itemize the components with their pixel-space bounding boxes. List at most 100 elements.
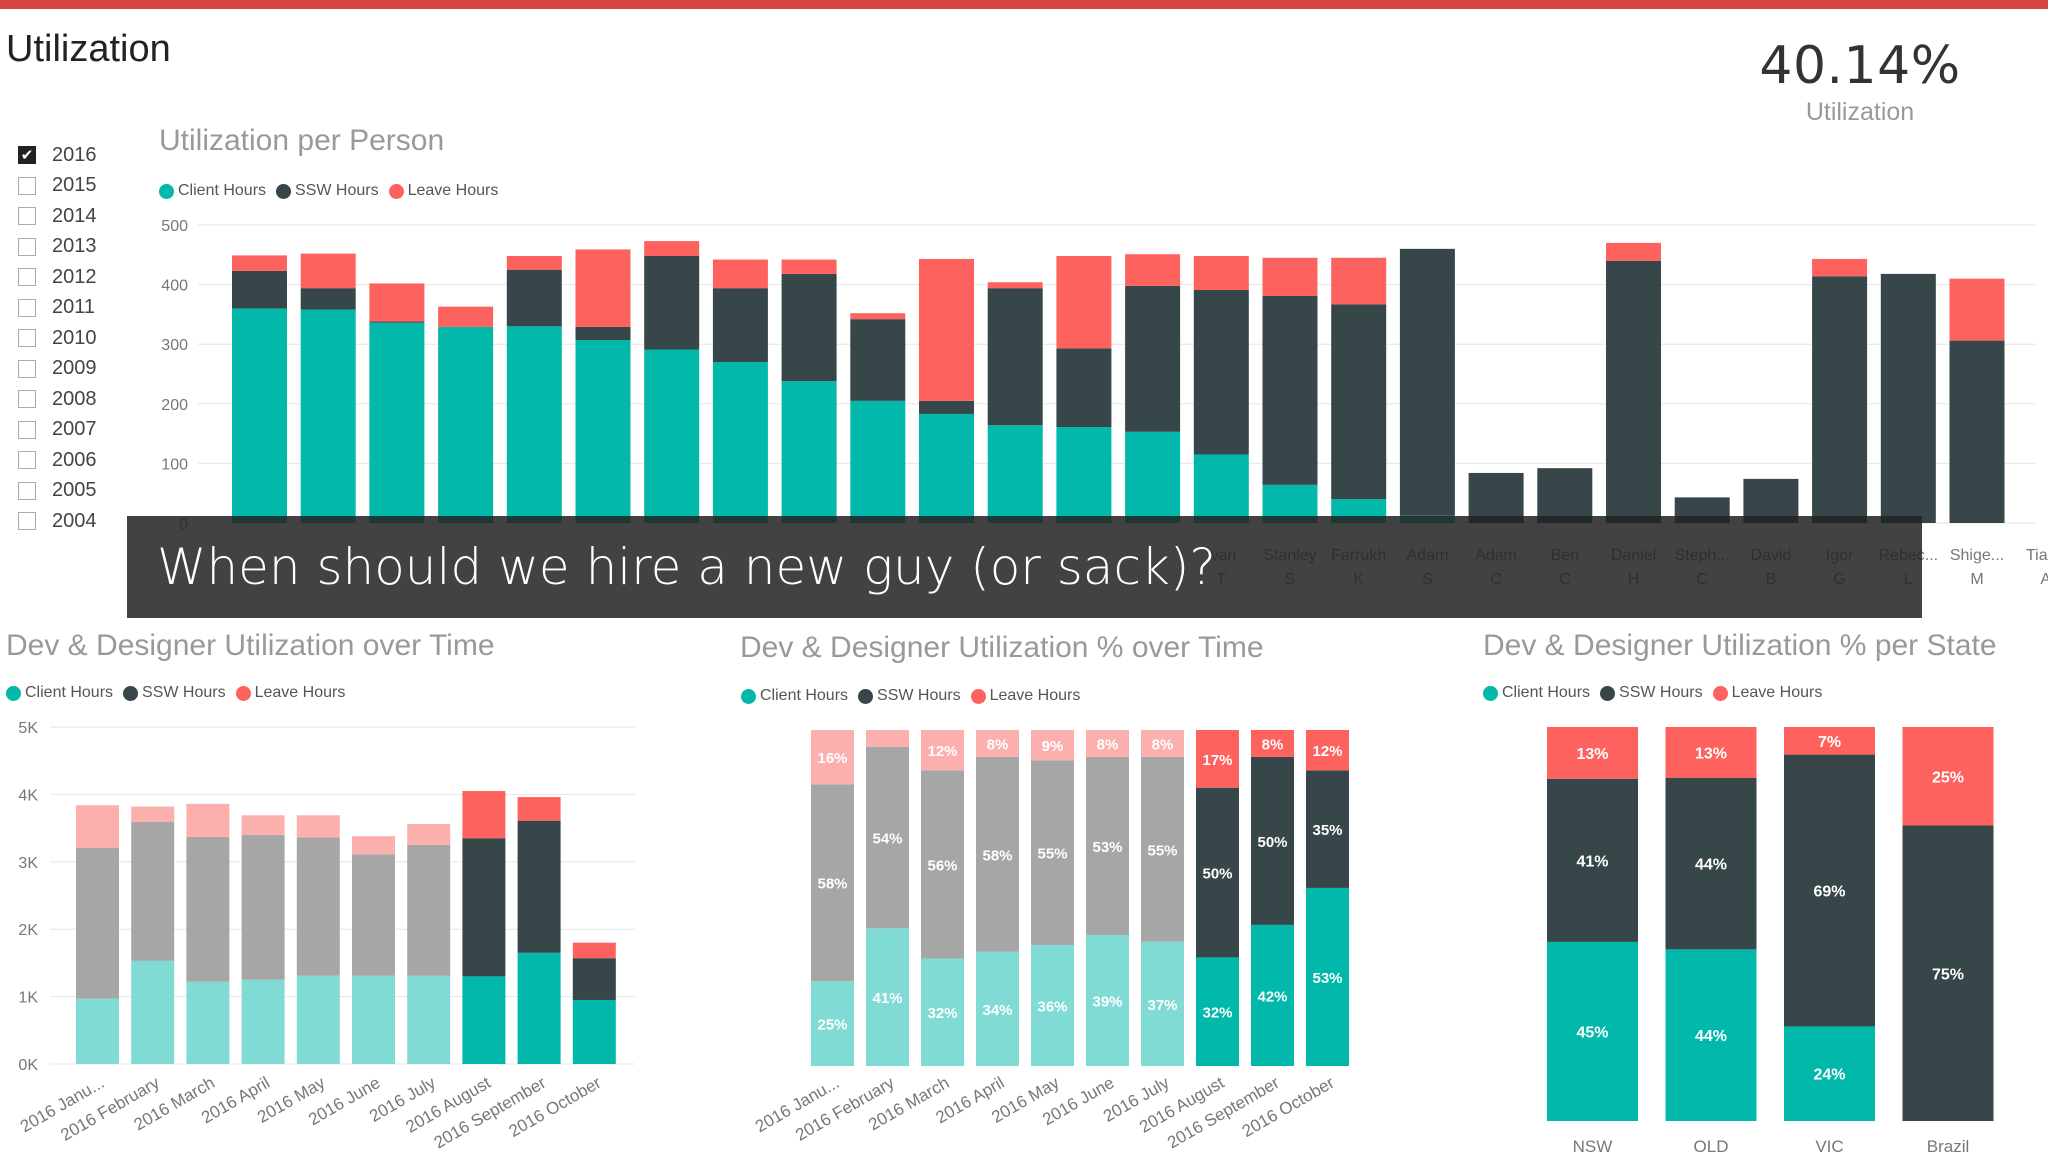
- bar-segment-leave[interactable]: [1902, 727, 1994, 826]
- bar-segment-ssw[interactable]: [572, 958, 616, 1000]
- legend-item-ssw[interactable]: SSW Hours: [123, 684, 226, 702]
- bar-segment-client[interactable]: [506, 326, 562, 523]
- bar-segment-ssw[interactable]: [186, 836, 230, 982]
- bar-segment-leave[interactable]: [300, 253, 356, 289]
- bar-segment-client[interactable]: [1031, 945, 1074, 1066]
- bar-segment-ssw[interactable]: [1251, 756, 1294, 925]
- bar-segment-leave[interactable]: [575, 249, 631, 327]
- legend-item-client[interactable]: Client Hours: [159, 182, 266, 200]
- bar-segment-ssw[interactable]: [781, 273, 837, 382]
- bar-segment-client[interactable]: [438, 326, 494, 523]
- bar-segment-leave[interactable]: [369, 283, 425, 322]
- bar-segment-client[interactable]: [1193, 454, 1249, 523]
- bar-segment-client[interactable]: [575, 340, 631, 523]
- checkbox-empty-icon[interactable]: [18, 420, 36, 439]
- bar-segment-leave[interactable]: [1547, 727, 1638, 779]
- legend-item-leave[interactable]: Leave Hours: [970, 687, 1080, 705]
- bar-segment-leave[interactable]: [1306, 730, 1349, 771]
- checkbox-empty-icon[interactable]: [18, 481, 36, 500]
- year-option-2013[interactable]: 2013: [18, 232, 97, 263]
- bar-segment-client[interactable]: [866, 928, 909, 1066]
- bar-segment-client[interactable]: [712, 362, 768, 523]
- year-option-2014[interactable]: 2014: [18, 201, 97, 232]
- bar-segment-ssw[interactable]: [1743, 478, 1799, 523]
- over-time-legend[interactable]: Client Hours SSW Hours Leave Hours: [6, 684, 355, 702]
- bar-segment-leave[interactable]: [296, 815, 340, 838]
- checkbox-empty-icon[interactable]: [18, 207, 36, 226]
- legend-item-leave[interactable]: Leave Hours: [1712, 684, 1822, 702]
- bar-segment-ssw[interactable]: [1547, 778, 1638, 942]
- bar-segment-client[interactable]: [1251, 924, 1294, 1066]
- bar-segment-ssw[interactable]: [131, 822, 175, 961]
- bar-segment-leave[interactable]: [644, 241, 700, 256]
- bar-segment-leave[interactable]: [352, 836, 395, 855]
- bar-segment-leave[interactable]: [438, 306, 494, 327]
- bar-segment-leave[interactable]: [850, 313, 906, 320]
- checkbox-empty-icon[interactable]: [18, 512, 36, 531]
- year-option-2012[interactable]: 2012: [18, 262, 97, 293]
- bar-segment-client[interactable]: [369, 322, 425, 523]
- bar-segment-ssw[interactable]: [919, 400, 974, 414]
- bar-segment-ssw[interactable]: [987, 288, 1043, 426]
- bar-segment-client[interactable]: [1086, 934, 1129, 1066]
- bar-segment-leave[interactable]: [1125, 254, 1181, 286]
- bar-segment-ssw[interactable]: [300, 288, 356, 310]
- checkbox-empty-icon[interactable]: [18, 298, 36, 317]
- bar-segment-leave[interactable]: [572, 942, 616, 959]
- legend-item-ssw[interactable]: SSW Hours: [858, 687, 961, 705]
- bar-segment-leave[interactable]: [921, 730, 964, 771]
- legend-item-client[interactable]: Client Hours: [741, 687, 848, 705]
- bar-segment-client[interactable]: [976, 951, 1019, 1066]
- year-option-2007[interactable]: 2007: [18, 415, 97, 446]
- bar-segment-leave[interactable]: [1262, 257, 1318, 296]
- bar-segment-leave[interactable]: [1949, 278, 2005, 341]
- bar-segment-client[interactable]: [462, 976, 506, 1064]
- bar-segment-leave[interactable]: [781, 259, 837, 274]
- bar-segment-leave[interactable]: [811, 730, 854, 785]
- bar-segment-ssw[interactable]: [369, 321, 425, 323]
- bar-segment-ssw[interactable]: [1949, 340, 2005, 523]
- bar-segment-client[interactable]: [919, 413, 974, 523]
- checkbox-empty-icon[interactable]: [18, 237, 36, 256]
- bar-segment-leave[interactable]: [1086, 730, 1129, 757]
- bar-segment-leave[interactable]: [517, 797, 561, 821]
- bar-segment-leave[interactable]: [186, 803, 230, 837]
- checkbox-empty-icon[interactable]: [18, 359, 36, 378]
- bar-segment-client[interactable]: [241, 979, 285, 1064]
- bar-segment-ssw[interactable]: [1665, 777, 1757, 950]
- bar-segment-ssw[interactable]: [1606, 260, 1661, 523]
- checkbox-empty-icon[interactable]: [18, 176, 36, 195]
- bar-segment-client[interactable]: [811, 981, 854, 1066]
- year-option-2005[interactable]: 2005: [18, 476, 97, 507]
- bar-segment-leave[interactable]: [1141, 730, 1184, 757]
- bar-segment-ssw[interactable]: [241, 834, 285, 980]
- bar-segment-leave[interactable]: [919, 258, 974, 401]
- year-option-2006[interactable]: 2006: [18, 445, 97, 476]
- legend-item-client[interactable]: Client Hours: [1483, 684, 1590, 702]
- bar-segment-leave[interactable]: [1251, 730, 1294, 757]
- legend-item-ssw[interactable]: SSW Hours: [276, 182, 379, 200]
- bar-segment-ssw[interactable]: [1125, 285, 1181, 432]
- bar-segment-ssw[interactable]: [1812, 276, 1868, 523]
- bar-segment-ssw[interactable]: [1306, 770, 1349, 888]
- bar-segment-ssw[interactable]: [1468, 472, 1524, 523]
- bar-segment-client[interactable]: [1306, 887, 1349, 1066]
- bar-segment-leave[interactable]: [1331, 257, 1387, 305]
- bar-segment-leave[interactable]: [1196, 730, 1239, 788]
- year-option-2008[interactable]: 2008: [18, 384, 97, 415]
- bar-segment-ssw[interactable]: [850, 319, 906, 401]
- bar-segment-ssw[interactable]: [976, 756, 1019, 952]
- bar-segment-leave[interactable]: [866, 730, 909, 747]
- bar-segment-ssw[interactable]: [1537, 468, 1593, 523]
- year-option-2011[interactable]: 2011: [18, 293, 97, 324]
- bar-segment-client[interactable]: [300, 309, 356, 523]
- pct-over-time-legend[interactable]: Client Hours SSW Hours Leave Hours: [741, 687, 1090, 705]
- bar-segment-client[interactable]: [781, 381, 837, 523]
- pct-per-state-legend[interactable]: Client Hours SSW Hours Leave Hours: [1483, 684, 1832, 702]
- bar-segment-client[interactable]: [1196, 957, 1239, 1066]
- bar-segment-client[interactable]: [850, 400, 906, 523]
- bar-segment-client[interactable]: [1056, 427, 1112, 523]
- legend-item-ssw[interactable]: SSW Hours: [1600, 684, 1703, 702]
- bar-segment-ssw[interactable]: [232, 270, 287, 309]
